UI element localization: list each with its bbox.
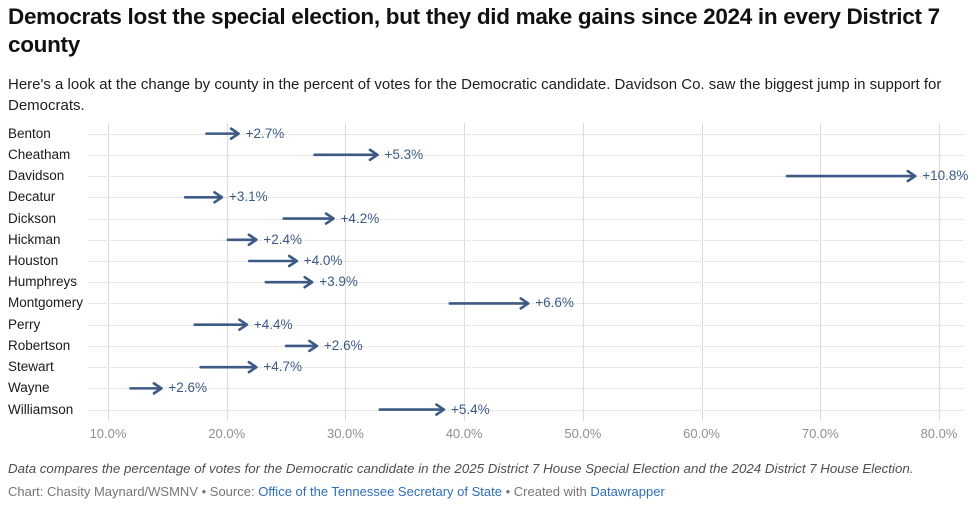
datawrapper-link[interactable]: Datawrapper [590,484,665,499]
x-gridline [108,123,109,421]
change-value-label: +4.7% [263,359,303,375]
change-value-label: +2.6% [168,380,208,396]
change-value-label: +6.6% [535,295,574,311]
x-gridline [701,123,703,421]
county-label: Robertson [8,337,71,353]
byline-source-prefix: Source: [209,484,259,499]
page-subtitle: Here's a look at the change by county in… [8,76,942,114]
change-value-label: +3.9% [319,274,358,290]
byline-separator: • [501,484,514,499]
row-dotted-guide [88,218,963,220]
row-dotted-guide [88,197,963,199]
county-label: Perry [8,316,41,332]
byline-separator: • [198,484,210,499]
byline-chart-credit: Chart: Chasity Maynard/WSMNV [8,484,198,499]
x-gridline [582,123,584,421]
change-value-label: +5.4% [450,401,490,417]
county-label: Decatur [8,189,56,205]
x-gridline [820,123,822,421]
change-value-label: +3.1% [228,189,268,205]
change-value-label: +4.4% [253,316,293,332]
row-dotted-guide [88,303,963,305]
row-dotted-guide [88,176,963,178]
x-tick-label: 30.0% [326,426,364,441]
county-label: Wayne [8,380,50,396]
x-gridline [345,123,347,421]
x-gridline [939,123,940,421]
row-dotted-guide [88,282,963,284]
county-label: Humphreys [8,274,78,290]
change-value-label: +2.6% [323,337,363,353]
county-label: Montgomery [8,295,84,311]
byline: Chart: Chasity Maynard/WSMNV • Source: O… [8,483,976,500]
change-value-label: +2.7% [245,125,285,141]
footnote: Data compares the percentage of votes fo… [8,461,914,476]
row-dotted-guide [88,409,963,411]
change-value-label: +2.4% [263,231,303,247]
row-dotted-guide [88,367,963,369]
row-dotted-guide [88,388,963,390]
county-label: Houston [8,252,59,268]
x-tick-label: 10.0% [89,426,127,441]
change-value-label: +4.2% [340,210,380,226]
x-tick-label: 70.0% [801,426,839,441]
row-dotted-guide [88,133,963,135]
county-label: Williamson [8,401,74,417]
byline-created-prefix: Created with [513,484,591,499]
source-link[interactable]: Office of the Tennessee Secretary of Sta… [258,484,502,499]
x-tick-label: 80.0% [920,426,958,441]
row-dotted-guide [88,345,963,347]
x-tick-label: 50.0% [564,426,602,441]
x-tick-label: 20.0% [208,426,246,441]
x-gridline [464,123,466,421]
page-title: Democrats lost the special election, but… [8,4,940,57]
change-value-label: +10.8% [922,168,969,184]
county-label: Hickman [8,231,61,247]
county-label: Stewart [8,359,54,375]
county-label: Cheatham [8,146,71,162]
x-tick-label: 40.0% [445,426,483,441]
row-dotted-guide [88,260,963,262]
row-dotted-guide [88,239,963,241]
x-tick-label: 60.0% [683,426,720,441]
county-label: Dickson [8,210,57,226]
row-dotted-guide [88,324,963,326]
x-gridline [226,123,228,421]
change-value-label: +4.0% [303,252,343,268]
county-label: Davidson [8,168,65,184]
county-label: Benton [8,125,51,141]
change-value-label: +5.3% [384,146,424,162]
row-dotted-guide [88,154,963,156]
